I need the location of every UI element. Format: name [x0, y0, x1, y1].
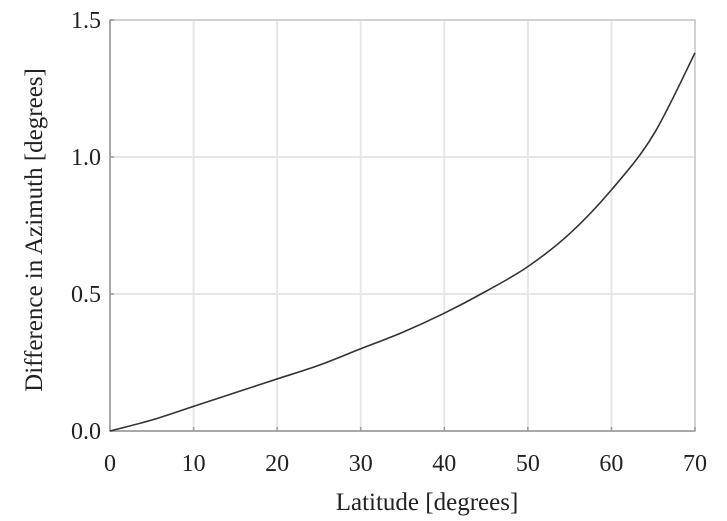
plot-frame [109, 19, 696, 432]
y-tick-label: 0.5 [71, 282, 101, 308]
series-line [109, 52, 696, 432]
y-tick-label: 1.0 [71, 145, 101, 171]
grid [110, 20, 695, 431]
x-tick-label: 20 [265, 451, 289, 477]
x-tick-label: 30 [349, 451, 373, 477]
axes [109, 19, 696, 432]
x-tick-labels: 0 10 20 30 40 50 60 70 [104, 451, 707, 477]
x-tick-label: 70 [683, 451, 707, 477]
x-axis-label: Latitude [degrees] [336, 489, 519, 516]
y-tick-label: 0.0 [71, 419, 101, 445]
y-tick-label: 1.5 [71, 8, 101, 34]
series-layer [109, 52, 696, 432]
y-tick-labels: 0.0 0.5 1.0 1.5 [71, 8, 101, 445]
x-tick-label: 60 [599, 451, 623, 477]
x-tick-label: 10 [182, 451, 206, 477]
y-axis-label: Difference in Azimuth [degrees] [21, 68, 48, 392]
x-tick-label: 0 [104, 451, 116, 477]
x-tick-label: 50 [516, 451, 540, 477]
x-tick-label: 40 [432, 451, 456, 477]
